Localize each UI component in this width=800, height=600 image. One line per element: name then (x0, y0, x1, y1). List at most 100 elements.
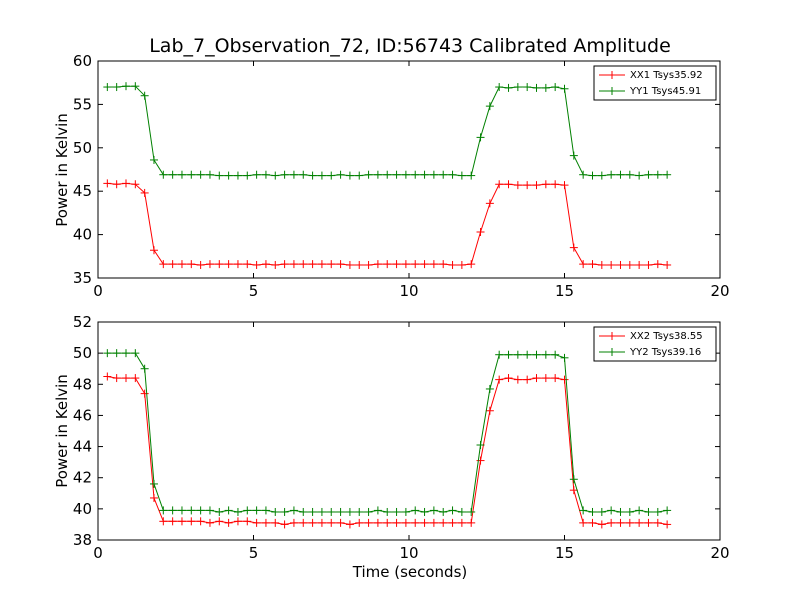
data-point (196, 517, 205, 526)
data-point (187, 506, 196, 515)
x-tick-label: 5 (249, 544, 259, 562)
data-point (317, 507, 326, 516)
data-point (495, 350, 504, 359)
data-point (271, 260, 280, 269)
chart-title: Lab_7_Observation_72, ID:56743 Calibrate… (149, 35, 671, 57)
y-tick-label: 42 (73, 469, 92, 487)
data-point (597, 260, 606, 269)
data-point (625, 260, 634, 269)
data-point (420, 260, 429, 269)
data-point (663, 506, 672, 515)
data-point (345, 520, 354, 529)
bottom-series-group (103, 349, 672, 529)
data-point (588, 507, 597, 516)
data-point (103, 372, 112, 381)
data-point (411, 518, 420, 527)
data-point (149, 155, 158, 164)
legend-label-yy1: YY1 Tsys45.91 (629, 86, 701, 97)
data-point (635, 518, 644, 527)
data-point (616, 507, 625, 516)
data-point (121, 374, 130, 383)
y-tick-label: 38 (73, 531, 92, 549)
data-point (457, 260, 466, 269)
data-point (233, 260, 242, 269)
top-series-group (103, 82, 672, 269)
data-point (513, 181, 522, 190)
data-point (299, 260, 308, 269)
y-tick-label: 44 (73, 438, 92, 456)
data-point (448, 518, 457, 527)
data-point (588, 260, 597, 269)
data-point (308, 171, 317, 180)
data-point (327, 260, 336, 269)
data-point (327, 507, 336, 516)
x-tick-label: 15 (555, 544, 574, 562)
data-point (644, 507, 653, 516)
data-point (495, 375, 504, 384)
data-point (243, 506, 252, 515)
data-point (103, 349, 112, 358)
data-point (177, 170, 186, 179)
data-point (411, 506, 420, 515)
data-point (625, 507, 634, 516)
data-point (112, 180, 121, 189)
data-point (233, 517, 242, 526)
data-point (448, 506, 457, 515)
data-point (103, 83, 112, 92)
data-point (513, 350, 522, 359)
data-point (579, 260, 588, 269)
data-point (429, 170, 438, 179)
data-point (243, 171, 252, 180)
data-point (373, 506, 382, 515)
data-point (317, 260, 326, 269)
data-point (196, 260, 205, 269)
data-point (187, 517, 196, 526)
data-point (439, 507, 448, 516)
data-point (607, 260, 616, 269)
data-point (644, 260, 653, 269)
y-tick-label: 48 (73, 375, 92, 393)
data-point (308, 507, 317, 516)
data-point (345, 171, 354, 180)
data-point (261, 260, 270, 269)
data-point (289, 170, 298, 179)
data-point (364, 170, 373, 179)
data-point (635, 506, 644, 515)
data-point (149, 493, 158, 502)
data-point (560, 84, 569, 93)
data-point (392, 170, 401, 179)
data-point (663, 520, 672, 529)
data-point (336, 260, 345, 269)
data-point (140, 364, 149, 373)
y-tick-label: 50 (73, 139, 92, 157)
data-point (317, 171, 326, 180)
data-point (336, 170, 345, 179)
x-axis-label: Time (seconds) (352, 563, 468, 581)
data-point (635, 171, 644, 180)
data-point (513, 83, 522, 92)
data-point (140, 389, 149, 398)
data-point (159, 260, 168, 269)
data-point (383, 260, 392, 269)
data-point (280, 260, 289, 269)
data-point (205, 260, 214, 269)
data-point (336, 507, 345, 516)
data-point (215, 260, 224, 269)
data-point (541, 180, 550, 189)
bottom-subplot: Power in Kelvin Time (seconds) 0 5 10 15 20 3… (53, 313, 730, 581)
data-point (215, 171, 224, 180)
data-point (159, 506, 168, 515)
data-point (644, 518, 653, 527)
data-point (532, 181, 541, 190)
data-point (607, 170, 616, 179)
data-point (579, 518, 588, 527)
data-point (289, 260, 298, 269)
data-point (243, 517, 252, 526)
data-point (532, 350, 541, 359)
data-point (420, 518, 429, 527)
data-point (523, 375, 532, 384)
data-point (504, 83, 513, 92)
y-tick-label: 35 (73, 269, 92, 287)
data-point (299, 518, 308, 527)
data-point (383, 170, 392, 179)
